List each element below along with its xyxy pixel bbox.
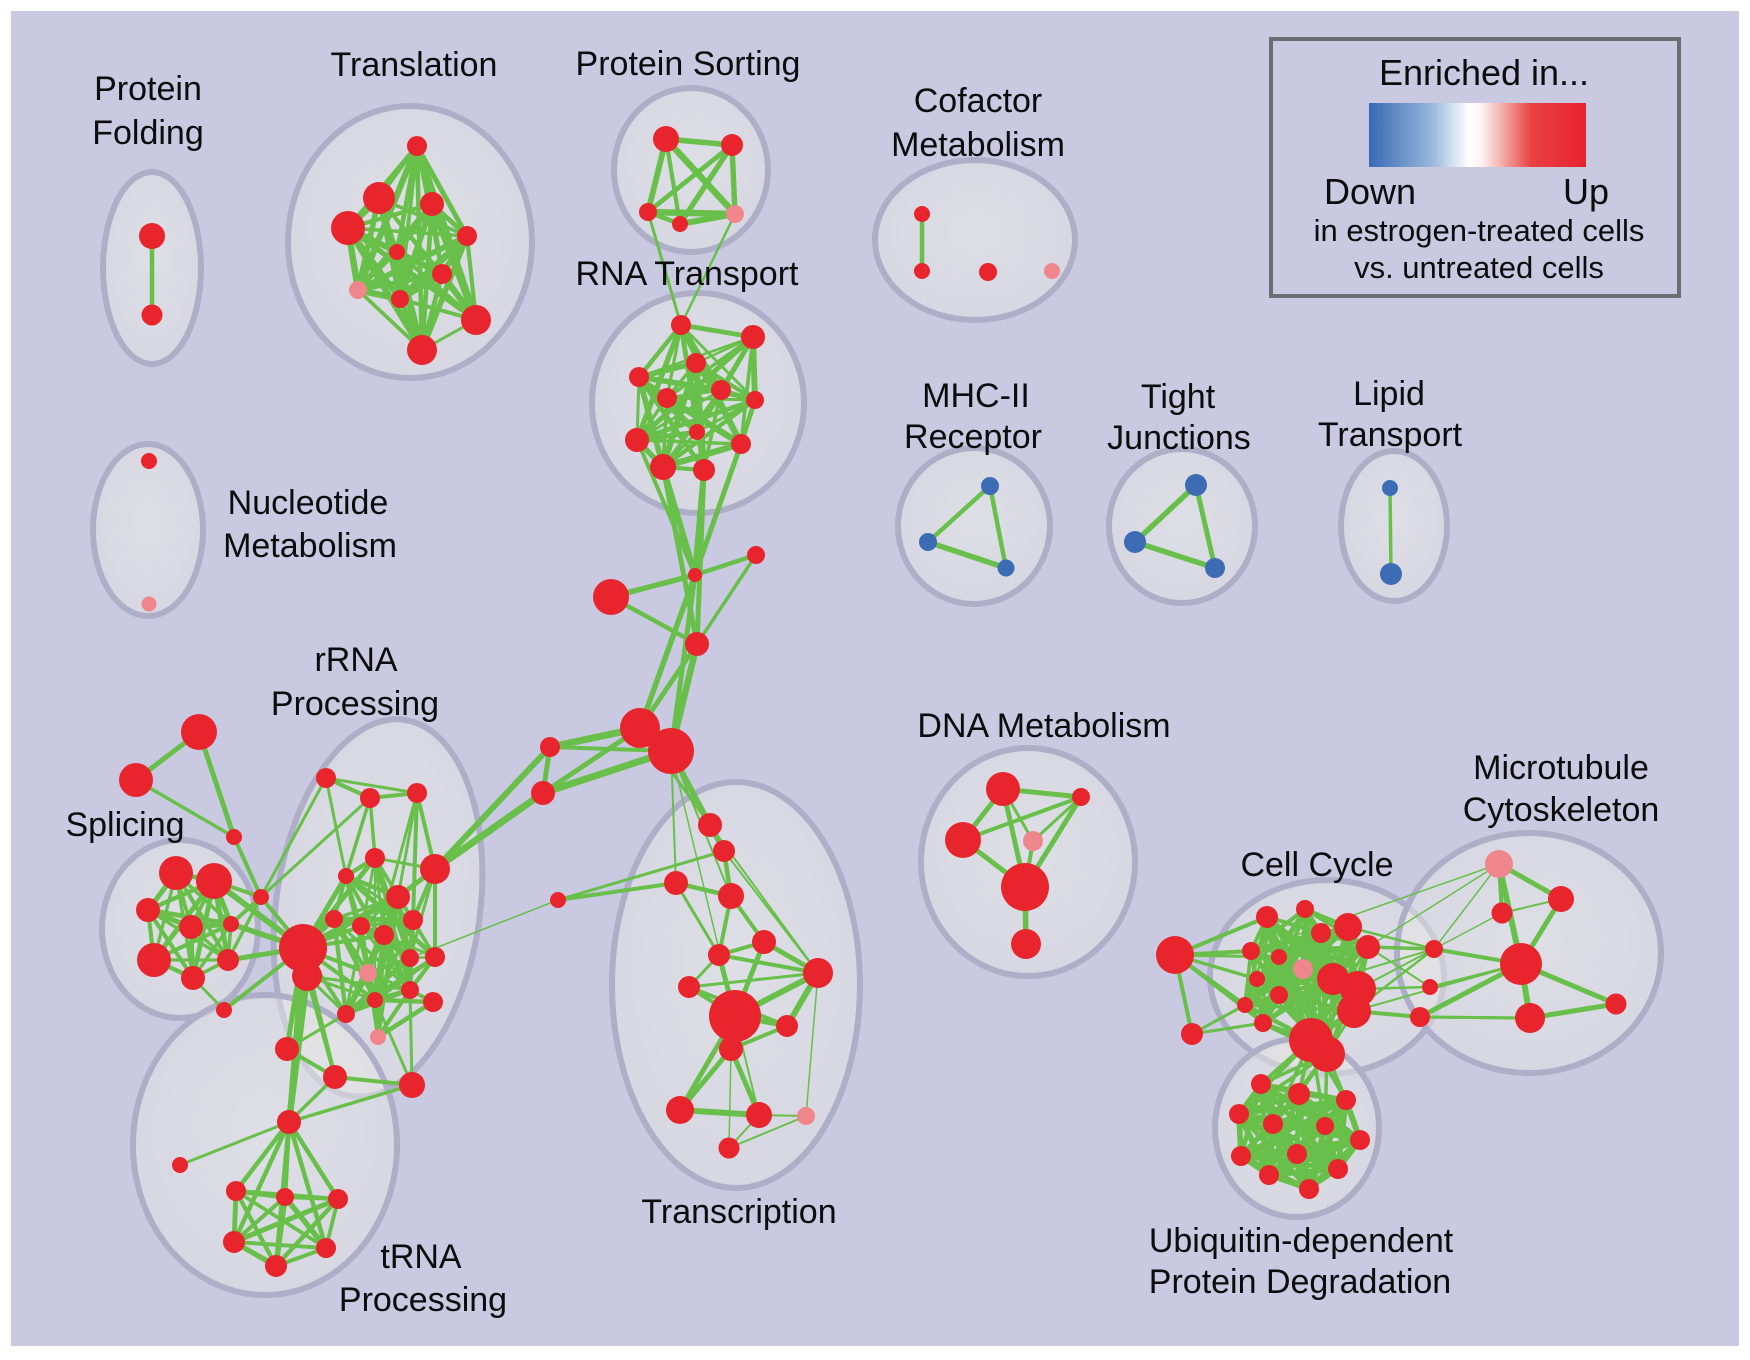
svg-text:RNA Transport: RNA Transport [576, 255, 800, 293]
svg-text:Nucleotide: Nucleotide [228, 484, 389, 522]
svg-text:Protein: Protein [94, 70, 202, 108]
svg-text:Splicing: Splicing [65, 806, 184, 844]
svg-text:tRNA: tRNA [380, 1238, 462, 1276]
svg-text:Down: Down [1324, 171, 1416, 212]
svg-text:DNA Metabolism: DNA Metabolism [917, 707, 1170, 745]
svg-text:Transcription: Transcription [641, 1193, 836, 1231]
svg-text:Processing: Processing [339, 1281, 507, 1319]
svg-text:Metabolism: Metabolism [223, 527, 397, 565]
svg-text:vs. untreated cells: vs. untreated cells [1354, 250, 1604, 285]
svg-text:Metabolism: Metabolism [891, 126, 1065, 164]
svg-text:Transport: Transport [1318, 416, 1463, 454]
svg-text:Processing: Processing [271, 685, 439, 723]
svg-text:Cofactor: Cofactor [914, 82, 1043, 120]
svg-text:Up: Up [1563, 171, 1609, 212]
svg-text:Junctions: Junctions [1107, 419, 1251, 457]
svg-text:Protein Sorting: Protein Sorting [576, 45, 801, 83]
svg-text:Microtubule: Microtubule [1473, 749, 1649, 787]
svg-text:MHC-II: MHC-II [922, 377, 1030, 415]
svg-text:Ubiquitin-dependent: Ubiquitin-dependent [1149, 1222, 1454, 1260]
svg-text:Cytoskeleton: Cytoskeleton [1463, 791, 1660, 829]
svg-text:rRNA: rRNA [314, 641, 397, 679]
svg-text:Lipid: Lipid [1353, 375, 1425, 413]
svg-text:Protein Degradation: Protein Degradation [1149, 1263, 1451, 1301]
svg-text:in estrogen-treated cells: in estrogen-treated cells [1314, 213, 1645, 248]
svg-text:Cell Cycle: Cell Cycle [1240, 846, 1393, 884]
svg-text:Tight: Tight [1141, 378, 1216, 416]
svg-text:Translation: Translation [331, 46, 498, 84]
svg-text:Folding: Folding [92, 114, 204, 152]
svg-text:Receptor: Receptor [904, 418, 1042, 456]
svg-text:Enriched in...: Enriched in... [1379, 52, 1589, 93]
